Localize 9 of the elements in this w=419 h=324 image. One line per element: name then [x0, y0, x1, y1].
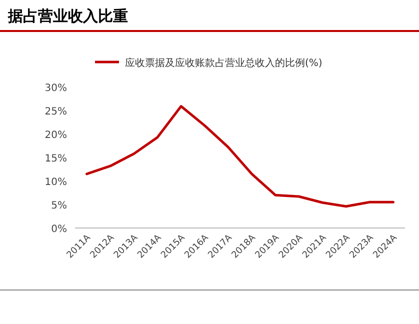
title: 据占营业收入比重 [8, 7, 128, 25]
y-tick-label: 0% [51, 224, 67, 235]
y-tick-label: 30% [44, 83, 67, 94]
y-tick-label: 20% [44, 130, 67, 141]
y-tick-label: 10% [44, 177, 67, 188]
y-tick-label: 5% [51, 200, 67, 212]
y-tick-label: 15% [44, 154, 67, 164]
legend-label: 应收票据及应收账款占营业总收入的比例(%) [125, 57, 322, 69]
y-tick-label: 25% [44, 106, 67, 118]
